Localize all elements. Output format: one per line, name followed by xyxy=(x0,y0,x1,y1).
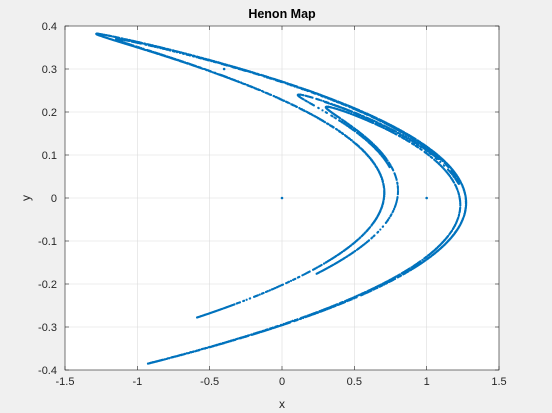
chart-title: Henon Map xyxy=(248,7,316,21)
y-tick-label: 0.1 xyxy=(42,150,57,162)
data-point xyxy=(222,67,226,71)
x-tick-label: 1.5 xyxy=(491,376,506,388)
attractor-marks xyxy=(95,32,468,365)
data-point xyxy=(425,196,428,200)
x-tick-label: -1 xyxy=(132,376,142,388)
data-point xyxy=(280,196,284,200)
y-axis-label: y xyxy=(19,195,33,201)
x-tick-label: 0 xyxy=(279,376,285,388)
y-tick-label: 0.4 xyxy=(42,21,57,33)
y-tick-label: -0.1 xyxy=(38,236,57,248)
x-tick-label: -1.5 xyxy=(56,376,75,388)
y-tick-label: -0.4 xyxy=(38,365,57,377)
y-tick-label: -0.3 xyxy=(38,322,57,334)
y-tick-label: -0.2 xyxy=(38,279,57,291)
henon-attractor-points xyxy=(95,32,468,365)
y-tick-label: 0.2 xyxy=(42,107,57,119)
visible-points xyxy=(222,67,428,200)
tick-marks xyxy=(64,25,500,371)
x-tick-label: 0.5 xyxy=(347,376,362,388)
y-tick-label: 0 xyxy=(51,193,57,205)
x-tick-label: 1 xyxy=(424,376,430,388)
x-tick-labels: -1.5 -1 -0.5 0 0.5 1 1.5 xyxy=(56,376,507,388)
y-tick-label: 0.3 xyxy=(42,64,57,76)
x-axis-label: x xyxy=(279,397,285,411)
x-tick-label: -0.5 xyxy=(200,376,219,388)
y-tick-labels: -0.4 -0.3 -0.2 -0.1 0 0.1 0.2 0.3 0.4 xyxy=(38,21,57,377)
